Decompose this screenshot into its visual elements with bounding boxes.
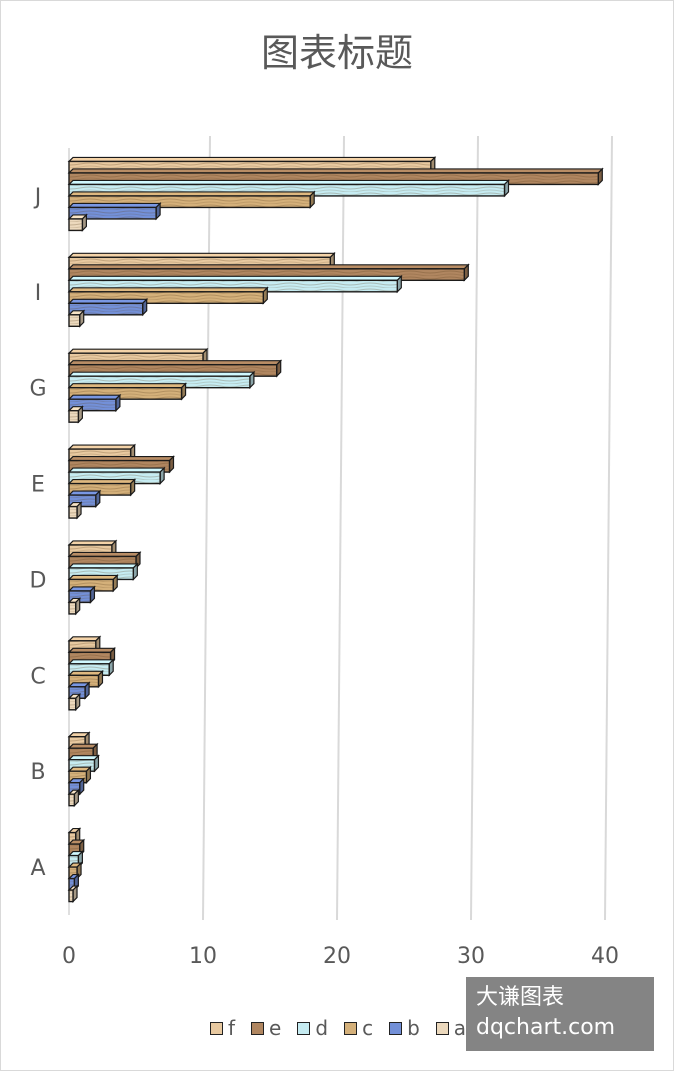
bar-a-J [67,213,88,232]
x-tick-label: 0 [62,944,76,969]
bar-a-B [67,788,80,808]
bar-e-E [67,455,175,474]
legend-item-e: e [251,1016,281,1040]
bar-c-G [67,382,188,401]
bar-c-J [67,190,316,209]
category-label: B [30,760,45,785]
bar-b-G [67,393,122,413]
gridline-20 [336,135,345,921]
legend-label: d [315,1016,329,1040]
bar-d-E [67,466,166,486]
legend-swatch [389,1021,403,1035]
bar-d-I [67,274,403,294]
category-label: I [35,281,42,306]
bar-a-A [67,884,79,904]
bar-b-D [67,585,96,604]
legend-swatch [344,1021,358,1035]
legend-swatch [210,1021,223,1035]
legend-label: b [407,1016,420,1040]
legend-label: f [228,1016,236,1040]
watermark-line1: 大谦图表 [476,985,565,1010]
category-label: J [33,185,42,210]
bar-e-C [67,646,116,666]
category-label: A [30,856,45,881]
gridline-30 [470,135,479,921]
x-tick-label: 10 [189,944,217,969]
watermark-line2: dqchart.com [476,1015,616,1040]
legend-label: c [362,1016,374,1040]
legend-swatch [435,1021,449,1035]
bar-f-I [67,251,336,271]
bar-e-I [67,263,470,282]
bar-c-I [67,286,269,305]
bar-e-D [67,550,142,570]
bar-a-I [67,309,86,328]
category-label: C [30,664,45,689]
category-label: E [31,473,45,498]
bar-c-A [67,861,83,881]
bar-a-D [67,596,82,616]
x-tick-label: 40 [591,944,619,969]
bar-a-E [67,501,83,520]
x-tick-label: 20 [323,944,351,969]
bar-b-E [67,489,102,509]
watermark: 大谦图表 dqchart.com [466,977,654,1051]
legend-item-a: a [435,1016,467,1040]
legend-item-d: d [297,1016,328,1040]
legend-label: a [453,1016,467,1040]
bar-d-B [67,754,100,773]
legend-swatch [297,1021,311,1035]
bar-b-I [67,297,149,317]
legend-item-f: f [210,1016,235,1040]
x-tick-label: 30 [457,944,485,969]
bar-c-D [67,573,119,593]
bar-b-C [67,681,91,700]
gridline-40 [604,135,613,921]
bar-a-C [67,692,82,712]
chart-title: 图表标题 [260,31,413,75]
bar-c-C [67,669,104,689]
legend-swatch [251,1021,265,1035]
category-label: D [30,568,47,593]
bar-b-J [67,201,162,221]
bar-e-G [67,359,283,378]
category-label: G [29,377,46,402]
legend-label: e [269,1016,282,1040]
legend-item-b: b [389,1016,420,1040]
legend-item-c: c [344,1016,373,1040]
bar-a-G [67,405,84,424]
bar-d-D [67,562,139,581]
